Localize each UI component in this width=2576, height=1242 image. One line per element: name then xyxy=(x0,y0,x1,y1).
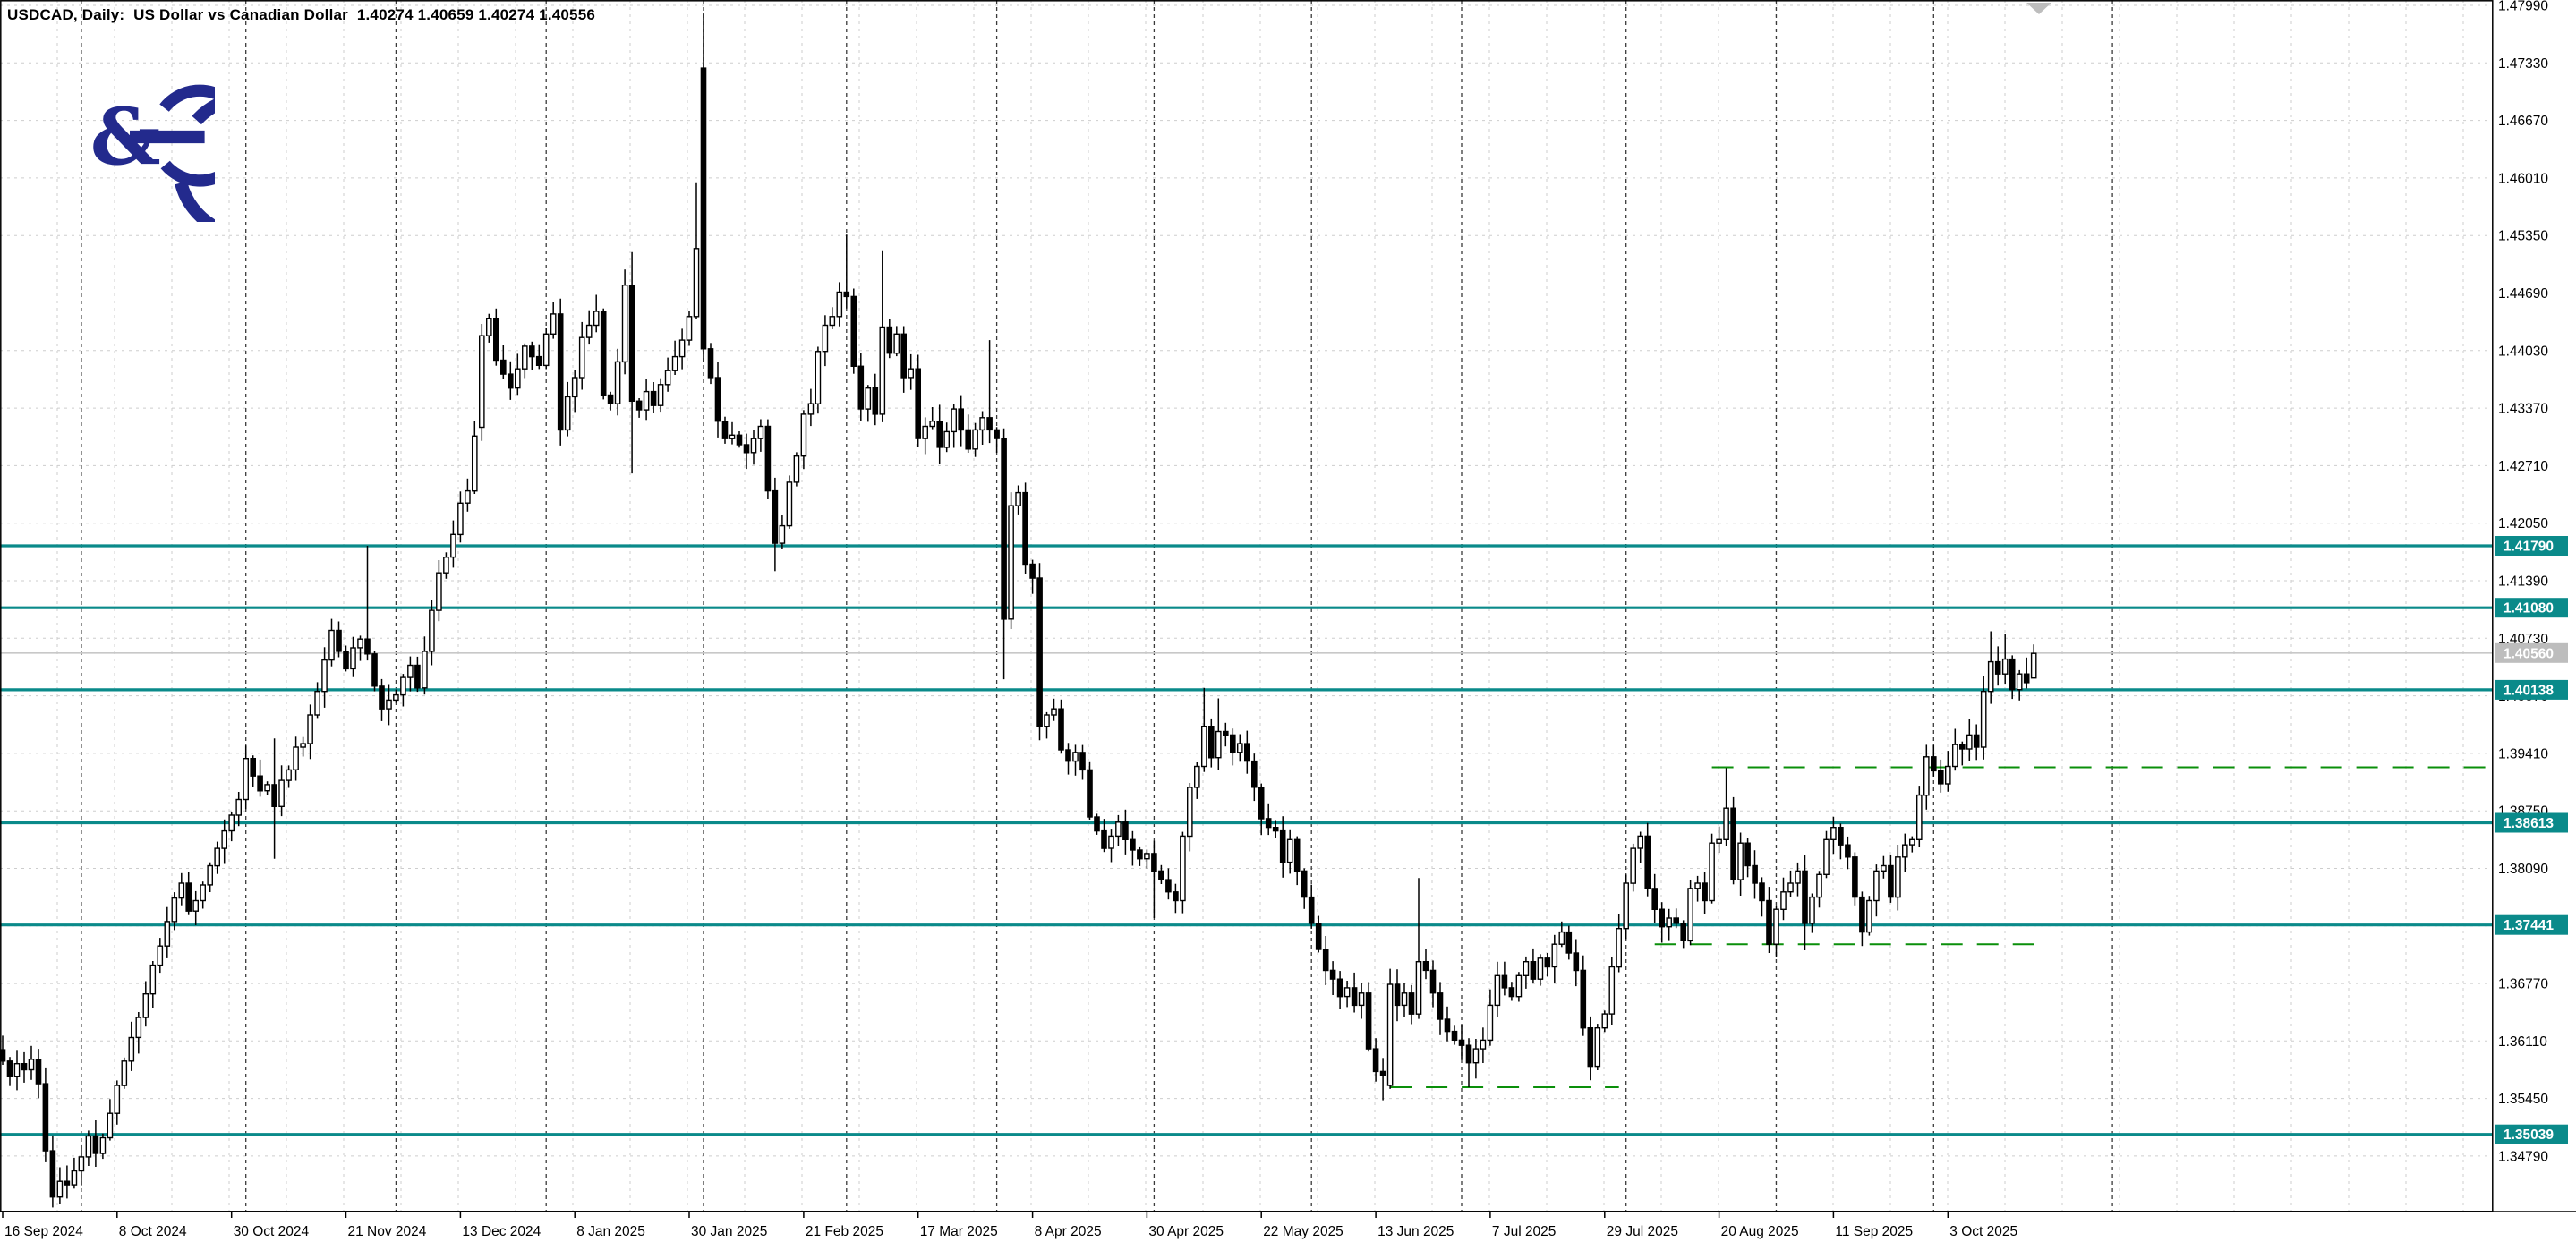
dashed-support-segments[interactable] xyxy=(1390,766,2491,1088)
price-level-badge: 1.40138 xyxy=(2495,679,2568,700)
svg-text:1.45350: 1.45350 xyxy=(2498,229,2548,244)
svg-text:21 Nov 2024: 21 Nov 2024 xyxy=(348,1224,427,1239)
price-level-badge: 1.37441 xyxy=(2495,914,2568,935)
svg-text:1.40730: 1.40730 xyxy=(2498,632,2548,647)
svg-text:1.44690: 1.44690 xyxy=(2498,286,2548,302)
svg-text:30 Jan 2025: 30 Jan 2025 xyxy=(691,1224,767,1239)
svg-text:30 Apr 2025: 30 Apr 2025 xyxy=(1148,1224,1224,1239)
chart-title-ohlc: USDCAD, Daily: US Dollar vs Canadian Dol… xyxy=(7,6,596,23)
logo-ampersand: & xyxy=(90,90,161,183)
support-resistance-lines[interactable] xyxy=(0,544,2493,1136)
price-level-badge: 1.41790 xyxy=(2495,536,2568,556)
svg-text:8 Jan 2025: 8 Jan 2025 xyxy=(576,1224,645,1239)
chart-shift-marker-icon[interactable] xyxy=(2026,3,2051,14)
svg-text:1.37441: 1.37441 xyxy=(2503,918,2554,933)
month-separator-lines xyxy=(81,0,2113,1212)
price-gridlines xyxy=(0,4,2493,1157)
candles xyxy=(0,13,2037,1208)
svg-text:1.42050: 1.42050 xyxy=(2498,516,2548,532)
svg-text:11 Sep 2025: 11 Sep 2025 xyxy=(1835,1224,1913,1239)
svg-text:1.38090: 1.38090 xyxy=(2498,862,2548,877)
svg-text:1.41390: 1.41390 xyxy=(2498,574,2548,590)
svg-text:1.47330: 1.47330 xyxy=(2498,56,2548,72)
svg-text:1.46670: 1.46670 xyxy=(2498,114,2548,129)
svg-text:20 Aug 2025: 20 Aug 2025 xyxy=(1721,1224,1799,1239)
svg-text:1.41080: 1.41080 xyxy=(2503,601,2554,617)
svg-text:1.40138: 1.40138 xyxy=(2503,683,2554,698)
svg-text:1.38613: 1.38613 xyxy=(2503,816,2554,831)
time-axis: 16 Sep 2024 8 Oct 2024 30 Oct 2024 21 Nov 2… xyxy=(0,1211,2576,1239)
svg-text:21 Feb 2025: 21 Feb 2025 xyxy=(806,1224,883,1239)
svg-text:30 Oct 2024: 30 Oct 2024 xyxy=(234,1224,310,1239)
svg-text:16 Sep 2024: 16 Sep 2024 xyxy=(4,1224,83,1239)
svg-text:1.36770: 1.36770 xyxy=(2498,977,2548,992)
svg-text:1.46010: 1.46010 xyxy=(2498,171,2548,186)
svg-text:1.35039: 1.35039 xyxy=(2503,1127,2554,1143)
svg-text:1.43370: 1.43370 xyxy=(2498,402,2548,417)
price-level-badge: 1.40560 xyxy=(2495,642,2568,663)
svg-text:1.47990: 1.47990 xyxy=(2498,0,2548,14)
svg-text:1.39410: 1.39410 xyxy=(2498,746,2548,761)
svg-text:13 Jun 2025: 13 Jun 2025 xyxy=(1378,1224,1454,1239)
svg-text:7 Jul 2025: 7 Jul 2025 xyxy=(1492,1224,1557,1239)
time-gridlines xyxy=(56,0,2464,1212)
price-level-badge: 1.38613 xyxy=(2495,812,2568,833)
svg-text:17 Mar 2025: 17 Mar 2025 xyxy=(920,1224,998,1239)
svg-text:8 Apr 2025: 8 Apr 2025 xyxy=(1035,1224,1102,1239)
price-level-badge: 1.35039 xyxy=(2495,1124,2568,1144)
svg-text:1.36110: 1.36110 xyxy=(2498,1034,2547,1050)
svg-text:1.35450: 1.35450 xyxy=(2498,1092,2548,1107)
svg-text:1.44030: 1.44030 xyxy=(2498,344,2548,359)
price-level-badge: 1.41080 xyxy=(2495,598,2568,618)
svg-text:29 Jul 2025: 29 Jul 2025 xyxy=(1607,1224,1678,1239)
svg-text:22 May 2025: 22 May 2025 xyxy=(1263,1224,1343,1239)
broker-logo-icon: & xyxy=(90,84,215,222)
svg-text:1.42710: 1.42710 xyxy=(2498,459,2548,474)
svg-text:1.41790: 1.41790 xyxy=(2503,540,2554,555)
plot-border xyxy=(0,0,2494,1212)
price-axis: 1.47990 1.47330 1.46670 1.46010 1.45350 1.446… xyxy=(2498,0,2548,1164)
svg-text:13 Dec 2024: 13 Dec 2024 xyxy=(462,1224,541,1239)
svg-text:3 Oct 2025: 3 Oct 2025 xyxy=(1949,1224,2017,1239)
svg-text:1.34790: 1.34790 xyxy=(2498,1149,2548,1164)
svg-text:8 Oct 2024: 8 Oct 2024 xyxy=(119,1224,187,1239)
svg-text:1.40560: 1.40560 xyxy=(2503,646,2554,661)
